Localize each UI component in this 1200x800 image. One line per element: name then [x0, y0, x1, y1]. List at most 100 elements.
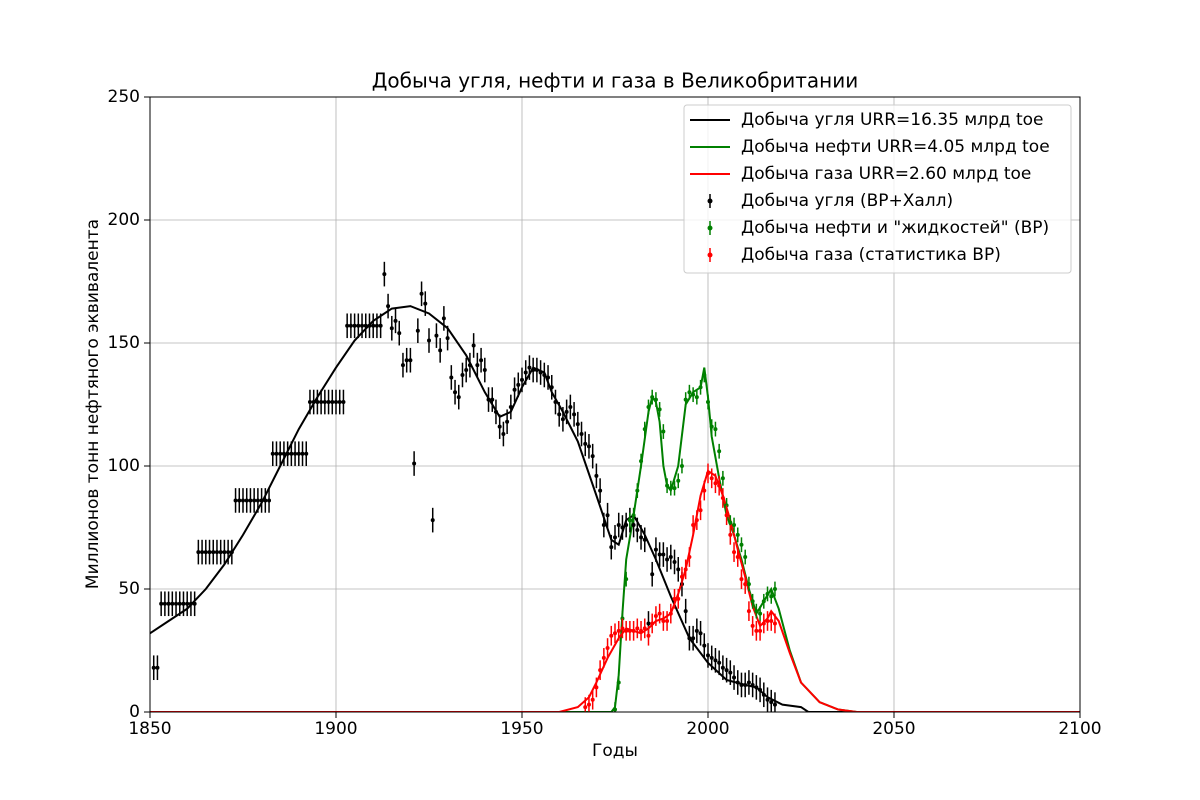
- data-point: [326, 400, 331, 405]
- legend: Добыча угля URR=16.35 млрд toe Добыча неф…: [683, 104, 1072, 274]
- data-point: [534, 368, 539, 373]
- data-point: [568, 404, 573, 409]
- data-point: [434, 333, 439, 338]
- data-point: [218, 550, 223, 555]
- data-point: [449, 375, 454, 380]
- data-point: [698, 385, 703, 390]
- data-point: [415, 328, 420, 333]
- data-point: [579, 432, 584, 437]
- data-point: [698, 508, 703, 513]
- data-point: [702, 372, 707, 377]
- data-point: [412, 461, 417, 466]
- data-point: [683, 567, 688, 572]
- legend-label: Добыча нефти и "жидкостей" (BP): [741, 218, 1049, 238]
- data-point: [650, 621, 655, 626]
- data-point: [683, 609, 688, 614]
- data-point: [549, 385, 554, 390]
- data-point: [631, 513, 636, 518]
- data-point: [616, 523, 621, 528]
- data-point: [743, 682, 748, 687]
- y-tick-label: 200: [108, 210, 140, 230]
- data-point: [653, 547, 658, 552]
- data-point: [702, 643, 707, 648]
- data-point: [590, 454, 595, 459]
- data-point: [386, 304, 391, 309]
- data-point: [665, 483, 670, 488]
- data-point: [661, 429, 666, 434]
- data-point: [650, 395, 655, 400]
- data-point: [665, 618, 670, 623]
- data-point: [270, 451, 275, 456]
- data-point: [635, 488, 640, 493]
- data-point: [330, 400, 335, 405]
- data-point: [758, 687, 763, 692]
- legend-swatch: [707, 198, 713, 204]
- data-point: [672, 596, 677, 601]
- data-point: [691, 636, 696, 641]
- data-point: [772, 621, 777, 626]
- data-point: [639, 459, 644, 464]
- data-point: [255, 498, 260, 503]
- data-point: [769, 594, 774, 599]
- data-point: [672, 559, 677, 564]
- data-point: [371, 323, 376, 328]
- data-point: [613, 631, 617, 636]
- data-point: [486, 397, 491, 402]
- data-point: [635, 527, 640, 532]
- data-point: [616, 680, 621, 685]
- data-point: [516, 382, 521, 387]
- data-point: [564, 409, 569, 414]
- data-point: [746, 609, 751, 614]
- data-point: [200, 550, 205, 555]
- x-tick-label: 2000: [686, 719, 729, 739]
- data-point: [676, 596, 681, 601]
- data-point: [304, 451, 309, 456]
- data-point: [601, 655, 606, 660]
- data-point: [739, 682, 744, 687]
- data-point: [482, 368, 487, 373]
- data-point: [159, 601, 164, 606]
- data-point: [728, 520, 733, 525]
- data-point: [334, 400, 338, 405]
- data-point: [646, 633, 651, 638]
- data-point: [739, 577, 744, 582]
- x-tick-label: 2100: [1058, 719, 1101, 739]
- data-point: [557, 412, 562, 417]
- data-point: [441, 316, 446, 321]
- data-point: [188, 601, 193, 606]
- data-point: [694, 628, 699, 633]
- data-point: [404, 358, 409, 363]
- data-point: [754, 685, 759, 690]
- data-point: [642, 537, 647, 542]
- legend-label: Добыча газа URR=2.60 млрд toe: [741, 164, 1031, 184]
- data-point: [259, 498, 264, 503]
- data-point: [222, 550, 227, 555]
- data-point: [367, 323, 372, 328]
- series-layer: [150, 261, 1080, 712]
- data-point: [758, 628, 763, 633]
- data-point: [594, 685, 599, 690]
- data-point: [631, 523, 636, 528]
- data-point: [624, 577, 629, 582]
- data-point: [285, 451, 290, 456]
- legend-box: [683, 104, 1072, 274]
- data-point: [706, 400, 710, 405]
- data-point: [676, 478, 681, 483]
- data-point: [598, 488, 603, 493]
- data-point: [605, 513, 610, 518]
- data-point: [400, 363, 405, 368]
- data-point: [627, 628, 632, 633]
- data-point: [676, 567, 681, 572]
- data-point: [475, 363, 480, 368]
- data-point: [352, 323, 357, 328]
- data-point: [479, 358, 484, 363]
- data-point: [635, 626, 640, 631]
- data-point: [650, 572, 655, 577]
- data-point: [631, 628, 636, 633]
- data-point: [761, 692, 766, 697]
- data-point: [735, 532, 740, 537]
- data-point: [765, 697, 770, 702]
- data-point: [311, 400, 316, 405]
- data-point: [408, 358, 413, 363]
- data-point: [226, 550, 231, 555]
